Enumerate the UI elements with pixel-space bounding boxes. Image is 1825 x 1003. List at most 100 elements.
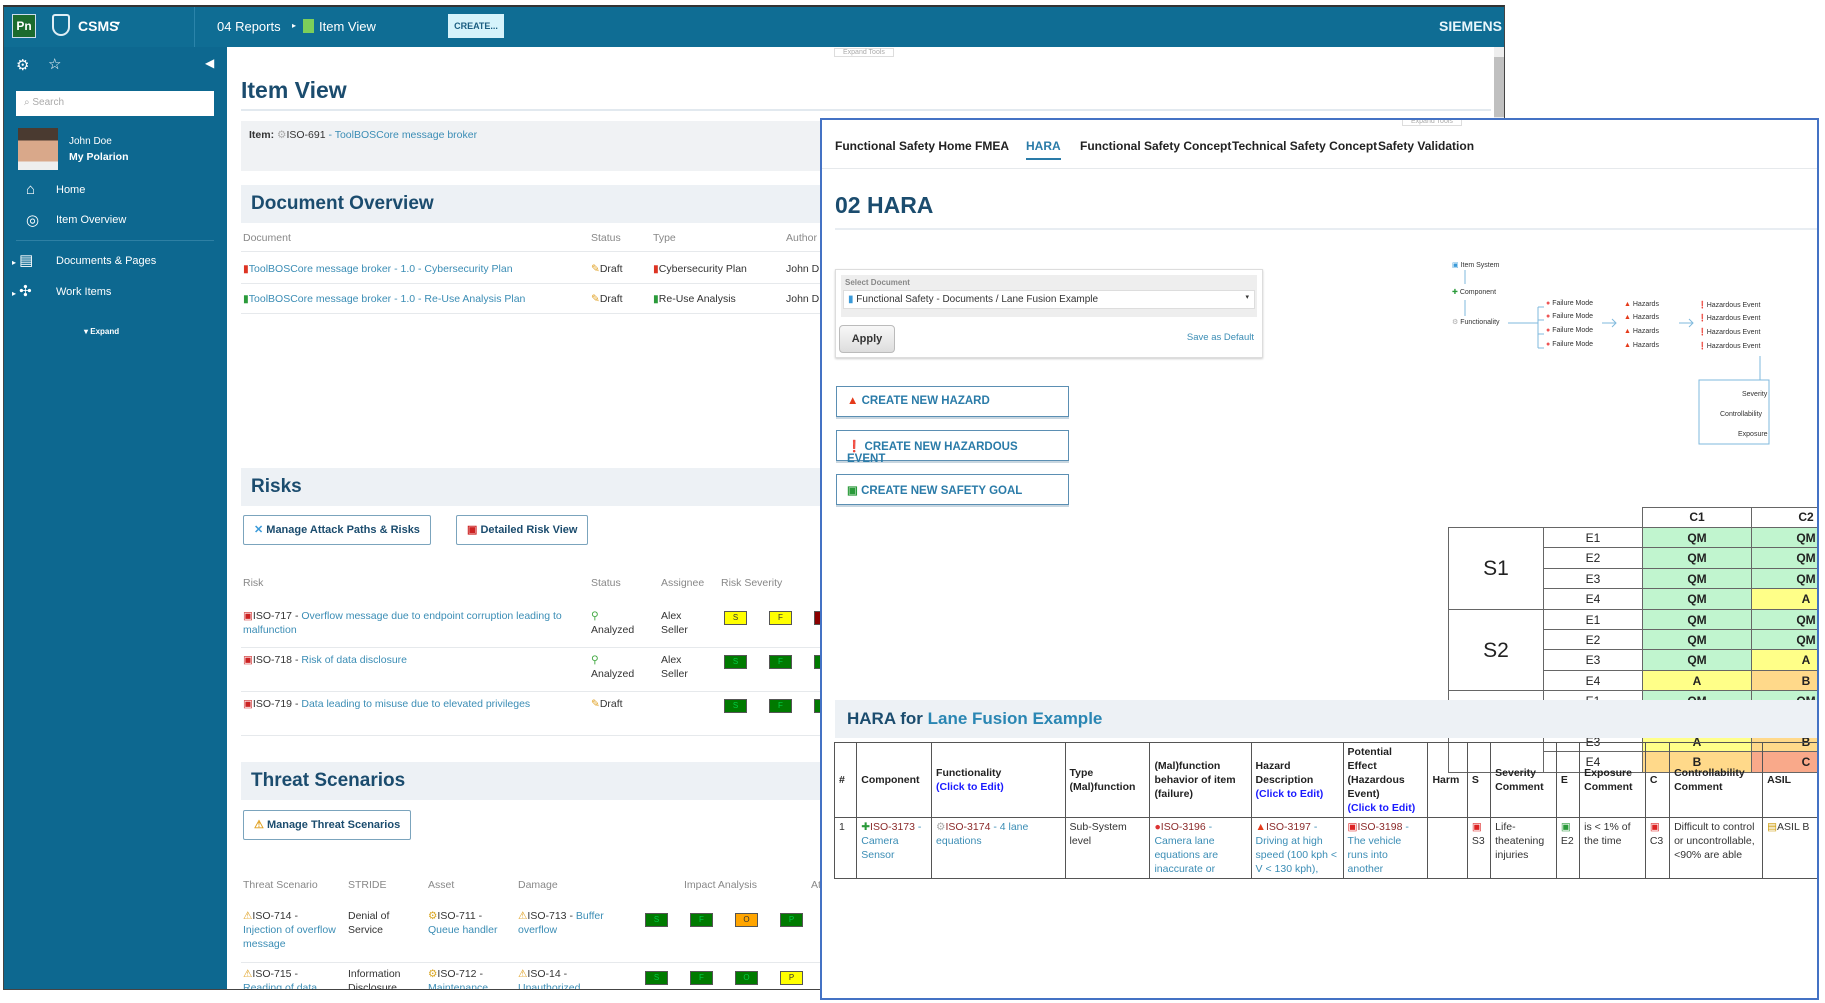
my-polarion-link[interactable]: My Polarion (69, 151, 129, 163)
matrix-exposure: E4 (1543, 588, 1643, 610)
breadcrumb-parent[interactable]: 04 Reports (217, 19, 281, 34)
asset-id: ISO-712 - (437, 968, 483, 980)
col-potential-effect[interactable]: Potential Effect (Hazardous Event) (Click… (1342, 742, 1429, 818)
create-new-hazard-button[interactable]: ▲ CREATE NEW HAZARD (836, 386, 1069, 417)
c-cell: ▣ C3 (1644, 817, 1671, 879)
threat-link[interactable]: Injection of overflow message (243, 924, 336, 950)
functionality-cell[interactable]: ⚙ISO-3174 - 4 lane equations (931, 817, 1066, 879)
risk-link[interactable]: Overflow message due to endpoint corrupt… (243, 610, 562, 636)
matrix-exposure: E1 (1543, 527, 1643, 549)
tab-functional-safety-concept[interactable]: Functional Safety Concept (1080, 139, 1232, 153)
damage-cell[interactable]: ⚠ISO-713 - Buffer overflow (518, 909, 618, 937)
asset-link[interactable]: Queue handler (428, 924, 498, 936)
table-document-link[interactable]: Lane Fusion Example (927, 709, 1103, 728)
select-value: Functional Safety - Documents / Lane Fus… (856, 294, 1099, 305)
tab-hara[interactable]: HARA (1026, 139, 1061, 160)
status-label: Analyzed (591, 668, 635, 680)
detailed-risk-view-button[interactable]: ▣ Detailed Risk View (456, 515, 589, 545)
risk-cell[interactable]: ▣ISO-718 - Risk of data disclosure (243, 654, 408, 666)
tab-fmea[interactable]: FMEA (975, 139, 1009, 153)
risk-id: ISO-718 (252, 654, 293, 666)
tab-functional-safety-home[interactable]: Functional Safety Home (835, 139, 972, 153)
threat-link[interactable]: Reading of data (243, 982, 318, 990)
col-c: C (1644, 742, 1671, 818)
button-label: CREATE NEW HAZARD (861, 395, 990, 407)
report-icon (303, 19, 314, 33)
gear-icon[interactable]: ⚙ (16, 57, 30, 74)
breadcrumb-current[interactable]: Item View (319, 19, 376, 34)
click-to-edit-link[interactable]: (Click to Edit) (1255, 788, 1324, 800)
create-new-hazardous-event-button[interactable]: ❗ CREATE NEW HAZARDOUS EVENT (836, 430, 1069, 465)
asset-cell[interactable]: ⚙ISO-712 - Maintenance (428, 967, 513, 990)
failure-cell[interactable]: ●ISO-3196 - Camera lane equations are in… (1149, 817, 1252, 879)
matrix-asil-cell: A (1751, 649, 1817, 671)
expand-tools[interactable]: Expand Tools (1402, 120, 1462, 126)
threat-cell[interactable]: ⚠ISO-715 - Reading of data (243, 967, 338, 990)
create-new-safety-goal-button[interactable]: ▣ CREATE NEW SAFETY GOAL (836, 474, 1069, 505)
document-link[interactable]: ToolBOSCore message broker - 1.0 - Re-Us… (248, 293, 526, 305)
compass-icon: ◎ (26, 212, 40, 229)
damage-link[interactable]: Buffer overflow (518, 910, 604, 936)
asset-icon: ⚙ (428, 910, 438, 922)
tab-technical-safety-concept[interactable]: Technical Safety Concept (1232, 139, 1378, 153)
col-component: Component (856, 742, 933, 818)
search-input[interactable]: ⌕ Search (16, 91, 214, 116)
failure-mode-icon: ● (1546, 300, 1553, 307)
sidebar-item-documents[interactable]: ▸ ▤ Documents & Pages (12, 251, 156, 269)
button-label: Manage Attack Paths & Risks (266, 524, 420, 536)
save-as-default-link[interactable]: Save as Default (1186, 332, 1254, 343)
label: Hazardous Event (1706, 343, 1761, 350)
hazardous-event-cell[interactable]: ▣ISO-3198 - The vehicle runs into anothe… (1342, 817, 1429, 879)
create-button[interactable]: CREATE... (448, 14, 504, 38)
col-hazard-description[interactable]: Hazard Description (Click to Edit) (1250, 742, 1344, 818)
status: ⚲ Analyzed (591, 653, 634, 681)
manage-attack-paths-button[interactable]: ✕ Manage Attack Paths & Risks (243, 515, 431, 545)
item-link[interactable]: ToolBOSCore message broker (334, 129, 478, 141)
hazard-cell[interactable]: ▲ISO-3197 - Driving at high speed (100 k… (1250, 817, 1344, 879)
analyzed-icon: ⚲ (591, 610, 599, 622)
risk-link[interactable]: Data leading to misuse due to elevated p… (301, 698, 531, 710)
component-cell[interactable]: ✚ISO-3173 - Camera Sensor (856, 817, 933, 879)
severity-badge: F (769, 699, 792, 713)
project-selector[interactable]: CSMS (78, 18, 119, 34)
diagram-functionality: ⚙ Functionality (1452, 319, 1500, 326)
sidebar-item-home[interactable]: ⌂ Home (26, 181, 85, 198)
threat-cell[interactable]: ⚠ISO-714 - Injection of overflow message (243, 909, 338, 951)
damage-link[interactable]: Unauthorized (518, 982, 581, 990)
risk-cell[interactable]: ▣ISO-717 - Overflow message due to endpo… (243, 610, 562, 636)
sidebar-item-work-items[interactable]: ▸ ✣ Work Items (12, 282, 111, 300)
search-placeholder: Search (32, 97, 65, 108)
app-logo[interactable]: Pn (12, 14, 36, 38)
risk-id: ISO-719 (252, 698, 293, 710)
click-to-edit-link[interactable]: (Click to Edit) (1347, 802, 1416, 814)
damage-cell[interactable]: ⚠ISO-14 - Unauthorized (518, 967, 618, 990)
diagram-controllability: Controllability (1720, 411, 1763, 418)
asset-link[interactable]: Maintenance (428, 982, 489, 990)
expand-tools[interactable]: Expand Tools (834, 48, 894, 57)
hara-process-diagram: ▣ Item System ✚ Component ⚙ Functionalit… (1452, 258, 1817, 468)
asset-cell[interactable]: ⚙ISO-711 - Queue handler (428, 909, 513, 937)
expand-button[interactable]: ▾ Expand (84, 327, 120, 336)
matrix-asil-cell: QM (1642, 629, 1752, 651)
avatar[interactable] (18, 128, 58, 170)
risk-link[interactable]: Risk of data disclosure (301, 654, 408, 666)
document-select[interactable]: ▮ Functional Safety - Documents / Lane F… (843, 290, 1255, 309)
risk-cell[interactable]: ▣ISO-719 - Data leading to misuse due to… (243, 698, 531, 710)
sidebar-item-item-overview[interactable]: ◎ Item Overview (26, 211, 126, 229)
matrix-exposure: E2 (1543, 629, 1643, 651)
document-link[interactable]: ToolBOSCore message broker - 1.0 - Cyber… (248, 263, 513, 275)
apply-button[interactable]: Apply (839, 325, 895, 353)
col-s: S (1466, 742, 1492, 818)
diagram-failure-mode: ● Failure Mode (1546, 300, 1593, 307)
controllability-icon: ▣ (1649, 821, 1660, 833)
collapse-sidebar-icon[interactable]: ◀ (205, 56, 215, 70)
severity-icon: ▣ (1471, 821, 1482, 833)
diagram-hazard: ▲ Hazards (1624, 342, 1659, 349)
scrollbar-thumb[interactable] (1494, 57, 1504, 117)
status-label: Analyzed (591, 624, 635, 636)
click-to-edit-link[interactable]: (Click to Edit) (936, 781, 1004, 793)
star-icon[interactable]: ☆ (48, 56, 62, 73)
tab-safety-validation[interactable]: Safety Validation (1378, 139, 1475, 153)
manage-threat-scenarios-button[interactable]: ⚠ Manage Threat Scenarios (243, 810, 412, 840)
col-functionality[interactable]: Functionality (Click to Edit) (931, 742, 1066, 818)
